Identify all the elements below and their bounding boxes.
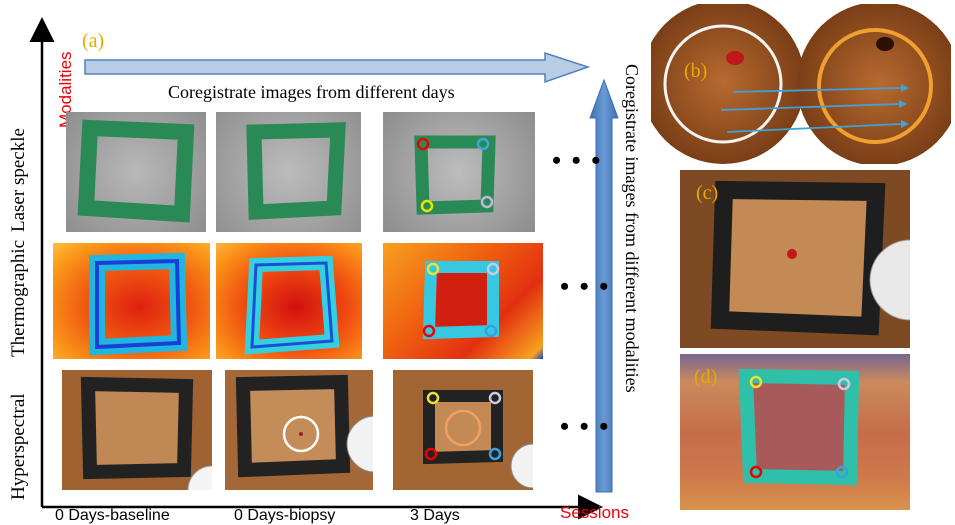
modality-label-hyper: Hyperspectral — [8, 393, 29, 500]
hyper-baseline — [62, 370, 212, 490]
panel-label-c: (c) — [696, 182, 719, 204]
laser-speckle-biopsy — [216, 112, 361, 232]
modality-label-thermo: Thermographic — [8, 239, 29, 357]
panel-label-a: (a) — [82, 30, 105, 52]
x-axis-title: Sessions — [560, 503, 629, 522]
session-label-3days: 3 Days — [410, 507, 460, 524]
session-label-baseline: 0 Days-baseline — [55, 507, 170, 524]
horizontal-arrow — [84, 51, 591, 84]
laser-speckle-3days — [383, 112, 535, 232]
session-label-biopsy: 0 Days-biopsy — [234, 507, 336, 524]
panel-label-d: (d) — [694, 366, 718, 388]
hyper-3days — [393, 370, 533, 490]
panel-d — [680, 354, 910, 510]
horizontal-arrow-label: Coregistrate images from different days — [168, 82, 455, 102]
thermo-biopsy — [216, 243, 362, 359]
modality-label-laser: Laser speckle — [8, 128, 29, 232]
laser-speckle-baseline — [66, 112, 206, 232]
panel-b — [651, 4, 951, 164]
panel-label-b: (b) — [684, 60, 708, 82]
thermo-baseline — [53, 243, 210, 359]
vertical-arrow — [589, 78, 619, 493]
vertical-arrow-label: Coregistrate images from different modal… — [622, 64, 642, 393]
ellipsis-row1: • • • — [552, 146, 603, 175]
thermo-3days — [383, 243, 543, 359]
ellipsis-row3: • • • — [560, 412, 611, 441]
hyper-biopsy — [225, 370, 373, 490]
panel-c — [680, 170, 910, 348]
ellipsis-row2: • • • — [560, 272, 611, 301]
